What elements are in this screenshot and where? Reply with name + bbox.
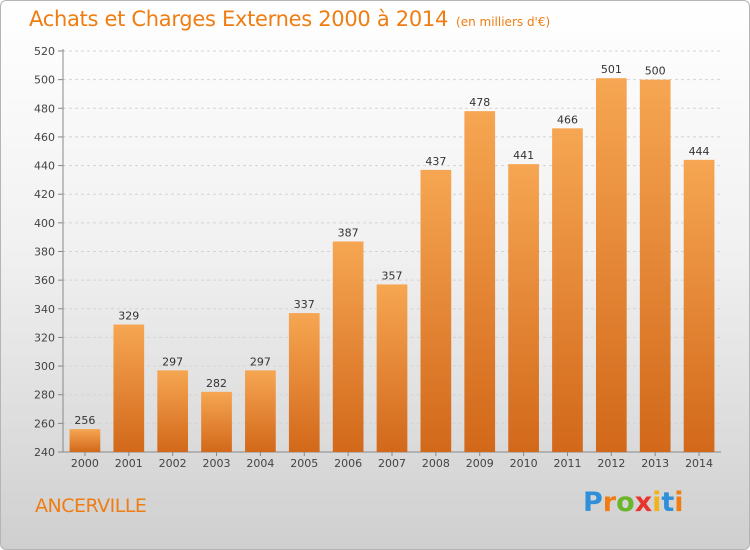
x-tick-label-2009: 2009 <box>466 457 494 470</box>
logo-letter: i <box>674 487 684 518</box>
bar-2002 <box>157 370 189 452</box>
bar-2000 <box>69 429 101 452</box>
y-tick-label-360: 360 <box>34 274 55 287</box>
x-tick-label-2012: 2012 <box>597 457 625 470</box>
y-tick-label-380: 380 <box>34 246 55 259</box>
y-tick-label-240: 240 <box>34 446 55 459</box>
y-tick-label-460: 460 <box>34 131 55 144</box>
logo-letter: r <box>602 487 617 518</box>
value-label-2002: 297 <box>162 355 183 368</box>
x-tick-label-2010: 2010 <box>510 457 538 470</box>
chart-unit: (en milliers d'€) <box>456 15 551 29</box>
logo-letter: o <box>616 487 635 518</box>
value-label-2005: 337 <box>294 298 315 311</box>
x-tick-label-2008: 2008 <box>422 457 450 470</box>
x-tick-label-2000: 2000 <box>71 457 99 470</box>
proxiti-logo: Proxiti <box>583 487 684 518</box>
y-tick-label-260: 260 <box>34 417 55 430</box>
y-tick-label-280: 280 <box>34 389 55 402</box>
x-tick-label-2006: 2006 <box>334 457 362 470</box>
y-tick-label-420: 420 <box>34 188 55 201</box>
bar-2012 <box>595 78 627 452</box>
x-tick-label-2005: 2005 <box>290 457 318 470</box>
value-label-2013: 500 <box>645 65 666 78</box>
bar-2011 <box>552 128 583 452</box>
value-label-2000: 256 <box>74 414 95 427</box>
value-label-2014: 444 <box>689 145 710 158</box>
y-tick-label-500: 500 <box>34 74 55 87</box>
x-tick-label-2002: 2002 <box>159 457 187 470</box>
value-label-2008: 437 <box>425 155 446 168</box>
x-tick-label-2004: 2004 <box>246 457 274 470</box>
bars <box>69 78 715 453</box>
bar-2010 <box>508 164 539 452</box>
x-tick-label-2014: 2014 <box>685 457 713 470</box>
value-label-2007: 357 <box>382 269 403 282</box>
bar-2014 <box>683 159 715 453</box>
bar-2008 <box>420 169 452 452</box>
x-tick-label-2001: 2001 <box>115 457 143 470</box>
bar-2006 <box>332 241 364 452</box>
value-label-2011: 466 <box>557 113 578 126</box>
chart-title: Achats et Charges Externes 2000 à 2014 (e… <box>29 7 550 31</box>
bar-2007 <box>376 284 408 452</box>
bar-2001 <box>113 324 145 452</box>
x-tick-label-2011: 2011 <box>553 457 581 470</box>
bar-2009 <box>464 111 496 453</box>
y-tick-label-400: 400 <box>34 217 55 230</box>
value-label-2010: 441 <box>513 149 534 162</box>
commune-name: ANCERVILLE <box>35 495 147 517</box>
x-tick-label-2007: 2007 <box>378 457 406 470</box>
value-label-2009: 478 <box>469 96 490 109</box>
value-label-2006: 387 <box>338 226 359 239</box>
value-label-2004: 297 <box>250 355 271 368</box>
labels: 240 260 280 300 320 340 360 380 400 420 440 460 480 5… <box>34 45 713 470</box>
y-tick-label-300: 300 <box>34 360 55 373</box>
bar-2005 <box>288 313 320 452</box>
chart-title-text: Achats et Charges Externes 2000 à 2014 <box>29 7 449 31</box>
bar-2013 <box>639 79 671 453</box>
value-label-2003: 282 <box>206 377 227 390</box>
value-label-2001: 329 <box>118 310 139 323</box>
y-tick-label-320: 320 <box>34 331 55 344</box>
y-tick-label-340: 340 <box>34 303 55 316</box>
logo-letter: i <box>652 487 662 518</box>
y-tick-label-520: 520 <box>34 45 55 58</box>
y-tick-label-440: 440 <box>34 160 55 173</box>
logo-letter: t <box>661 487 675 518</box>
value-label-2012: 501 <box>601 63 622 76</box>
bar-2004 <box>245 370 276 452</box>
x-tick-label-2003: 2003 <box>203 457 231 470</box>
y-tick-label-480: 480 <box>34 102 55 115</box>
logo-letter: x <box>634 487 653 518</box>
logo-letter: P <box>583 487 603 518</box>
bar-2003 <box>201 391 232 452</box>
x-tick-label-2013: 2013 <box>641 457 669 470</box>
